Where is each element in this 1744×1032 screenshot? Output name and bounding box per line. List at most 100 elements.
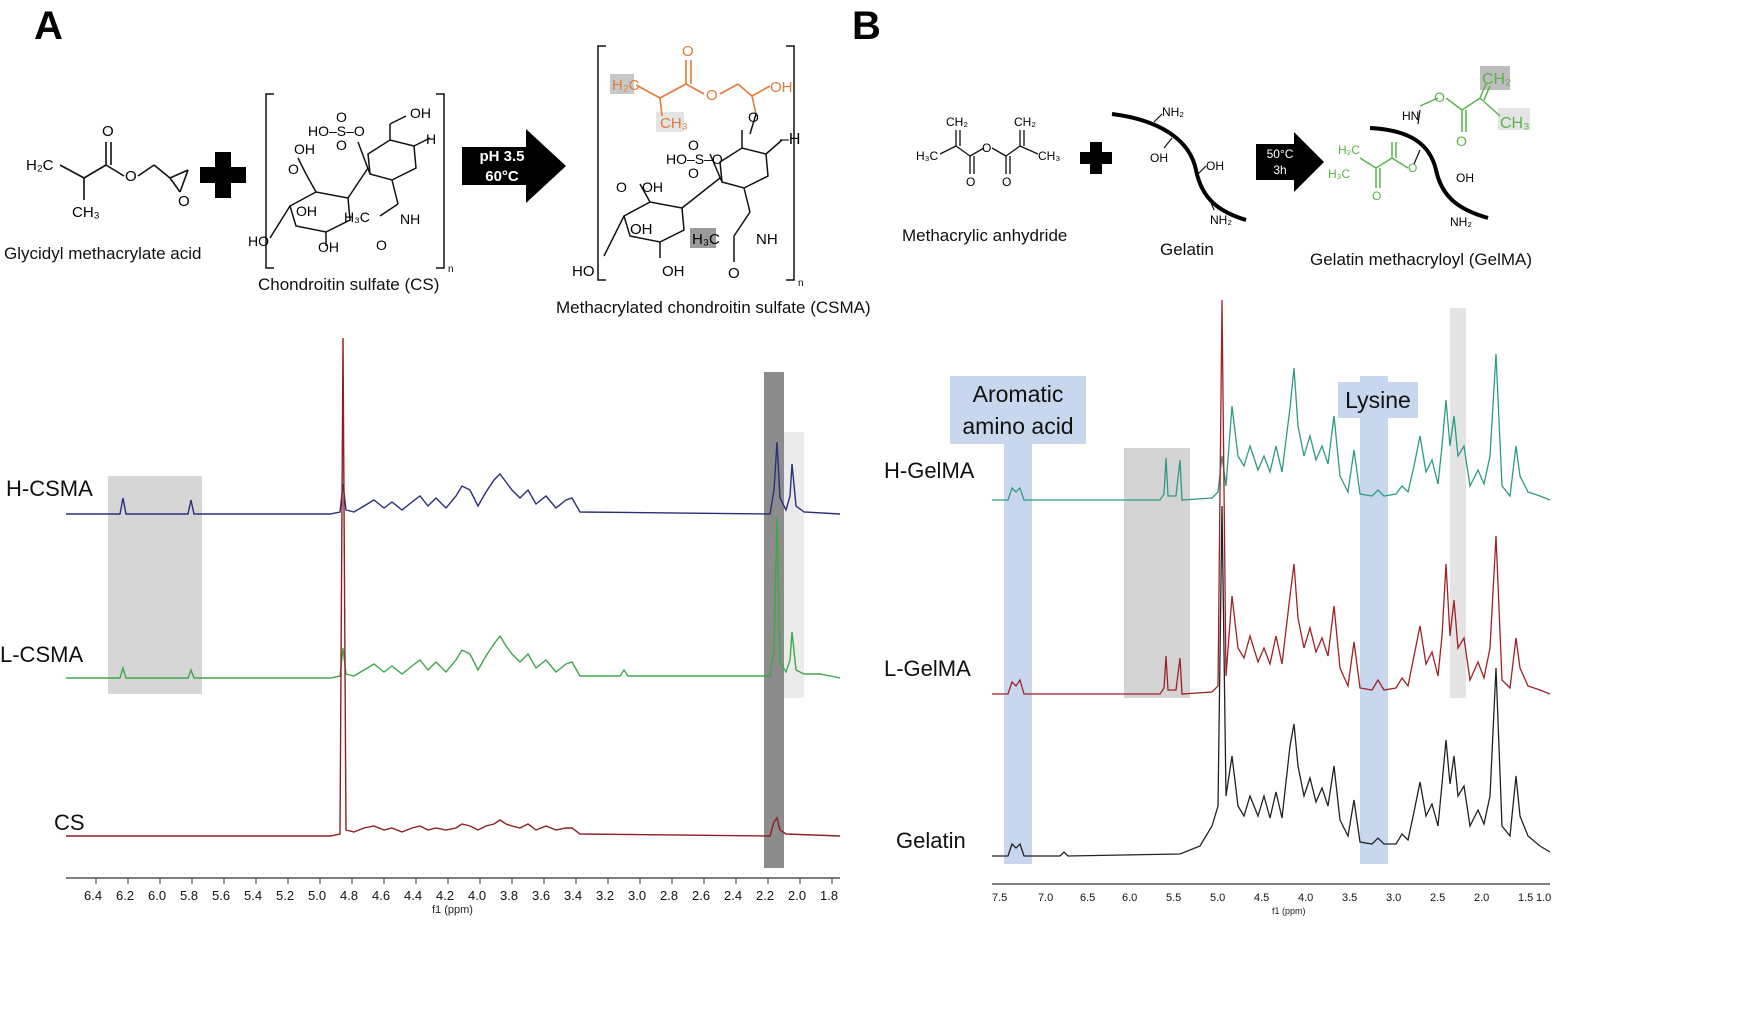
tick-b-10: 2.5 xyxy=(1430,892,1446,904)
label-l-gelma: L-GelMA xyxy=(884,656,971,681)
conditions-b-line2: 3h xyxy=(1273,163,1287,177)
svg-text:O: O xyxy=(748,109,759,125)
svg-text:OH: OH xyxy=(662,263,685,280)
methacrylic-anhydride-structure: CH₂ CH₂ H₃C CH₃ O O O xyxy=(916,115,1060,189)
svg-text:HO–S–O: HO–S–O xyxy=(308,123,365,139)
svg-text:OH: OH xyxy=(770,79,793,96)
conditions-a-line1: pH 3.5 xyxy=(479,148,525,165)
tick-a-13: 3.8 xyxy=(500,888,519,903)
axis-ticks-a xyxy=(95,878,833,884)
svg-text:O: O xyxy=(125,168,137,185)
svg-text:OH: OH xyxy=(294,141,315,157)
conditions-a-line2: 60°C xyxy=(485,168,519,185)
conditions-a: pH 3.5 60°C xyxy=(462,147,542,187)
svg-text:H₂C: H₂C xyxy=(612,77,640,94)
svg-text:NH₂: NH₂ xyxy=(1162,105,1184,119)
gelatin-structure: NH₂ OH OH NH₂ xyxy=(1111,105,1247,227)
h2c-label: H₂C xyxy=(26,157,54,174)
reagent2-caption-b: Gelatin xyxy=(1160,240,1214,259)
label-cs: CS xyxy=(54,810,85,835)
conditions-b: 50°C 3h xyxy=(1256,146,1304,178)
tick-a-19: 2.6 xyxy=(692,888,711,903)
glycidyl-methacrylate-structure: H₂C CH₃ O O O xyxy=(26,123,190,221)
svg-text:H₂C: H₂C xyxy=(1338,143,1360,157)
svg-text:O: O xyxy=(1002,175,1011,189)
tick-a-17: 3.0 xyxy=(628,888,647,903)
svg-text:O: O xyxy=(376,237,387,253)
svg-text:OH: OH xyxy=(1206,159,1224,173)
tick-a-2: 6.0 xyxy=(148,888,167,903)
svg-text:CH₃: CH₃ xyxy=(1038,149,1060,163)
tick-a-9: 4.6 xyxy=(372,888,391,903)
tick-a-8: 4.8 xyxy=(340,888,359,903)
reagent1-caption-b: Methacrylic anhydride xyxy=(902,226,1068,245)
gelma-structure: HN O O CH₂ CH₃ H₂C H₃C O O OH NH₂ xyxy=(1328,66,1530,229)
svg-text:n: n xyxy=(798,278,804,289)
svg-text:O: O xyxy=(336,109,347,125)
nmr-spectrum-a xyxy=(66,337,841,884)
label-h-gelma: H-GelMA xyxy=(884,458,975,483)
svg-text:NH₂: NH₂ xyxy=(1450,215,1472,229)
tick-b-8: 3.5 xyxy=(1342,892,1358,904)
svg-text:CH₃: CH₃ xyxy=(660,115,688,132)
label-l-csma: L-CSMA xyxy=(0,642,84,667)
svg-text:O: O xyxy=(1408,161,1417,175)
svg-text:O: O xyxy=(966,175,975,189)
svg-text:OH: OH xyxy=(410,105,431,121)
svg-text:CH₂: CH₂ xyxy=(946,115,968,129)
svg-text:H₃C: H₃C xyxy=(692,231,720,248)
svg-text:O: O xyxy=(982,141,991,155)
tick-a-23: 1.8 xyxy=(820,888,839,903)
tick-a-4: 5.6 xyxy=(212,888,231,903)
svg-text:–H: –H xyxy=(780,131,800,148)
svg-text:CH₃: CH₃ xyxy=(1500,115,1530,132)
highlight-lysine xyxy=(1360,376,1388,864)
svg-text:OH: OH xyxy=(630,221,653,238)
trace-gelatin xyxy=(992,505,1551,857)
highlight-aromatic xyxy=(1004,376,1032,864)
label-h-csma: H-CSMA xyxy=(6,476,93,501)
svg-text:H₃C: H₃C xyxy=(916,149,939,163)
svg-text:n: n xyxy=(448,264,454,275)
trace-h-csma xyxy=(66,441,841,515)
label-gelatin: Gelatin xyxy=(896,828,966,853)
tick-a-14: 3.6 xyxy=(532,888,551,903)
tick-b-3: 6.0 xyxy=(1122,892,1138,904)
svg-text:H: H xyxy=(426,131,436,147)
ch3-label: CH₃ xyxy=(72,204,100,221)
tick-b-2: 6.5 xyxy=(1080,892,1096,904)
highlight-methyl-light-a xyxy=(784,432,804,698)
svg-text:HO: HO xyxy=(248,233,269,249)
svg-text:HO–S–O: HO–S–O xyxy=(666,151,723,167)
chondroitin-sulfate-structure: OH O HO–S–O O O OH H OH HO OH H₃C NH O n xyxy=(248,93,454,275)
svg-text:NH₂: NH₂ xyxy=(1210,213,1232,227)
svg-text:O: O xyxy=(1434,89,1445,105)
svg-text:CH₂: CH₂ xyxy=(1482,71,1511,88)
tick-a-18: 2.8 xyxy=(660,888,679,903)
svg-text:H₃C: H₃C xyxy=(1328,167,1351,181)
tick-a-15: 3.4 xyxy=(564,888,583,903)
trace-cs xyxy=(66,337,841,837)
tick-b-7: 4.0 xyxy=(1298,892,1314,904)
svg-text:O: O xyxy=(288,161,299,177)
product-caption-b: Gelatin methacryloyl (GelMA) xyxy=(1310,250,1533,269)
highlight-vinyl-b xyxy=(1124,448,1190,698)
tick-a-10: 4.4 xyxy=(404,888,423,903)
svg-text:O: O xyxy=(706,87,718,104)
product-caption-a: Methacrylated chondroitin sulfate (CSMA) xyxy=(556,298,871,317)
panel-letter-b: B xyxy=(852,4,881,48)
svg-text:O: O xyxy=(1456,133,1467,149)
tick-b-5: 5.0 xyxy=(1210,892,1226,904)
reagent1-caption: Glycidyl methacrylate acid xyxy=(4,244,202,263)
aromatic-amino-acid-label: Aromatic amino acid xyxy=(950,376,1086,444)
axis-title-b: f1 (ppm) xyxy=(1272,906,1306,916)
tick-a-21: 2.2 xyxy=(756,888,775,903)
svg-text:O: O xyxy=(688,165,699,181)
svg-text:OH: OH xyxy=(1456,171,1474,185)
svg-text:HO: HO xyxy=(572,263,595,280)
svg-text:O: O xyxy=(1372,189,1381,203)
tick-a-1: 6.2 xyxy=(116,888,135,903)
tick-a-12: 4.0 xyxy=(468,888,487,903)
tick-b-12: 1.5 xyxy=(1518,892,1534,904)
nmr-spectrum-b xyxy=(992,299,1551,885)
